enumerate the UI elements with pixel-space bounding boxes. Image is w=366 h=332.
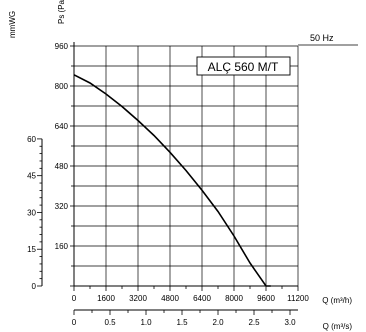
y-secondary-tick-label: 15 — [27, 245, 36, 254]
x-secondary-tick-label: 2.5 — [248, 318, 260, 327]
frequency-label: 50 Hz — [310, 33, 334, 43]
y-primary-tick-label: 800 — [55, 82, 69, 91]
y-primary-tick-label: 480 — [55, 162, 69, 171]
x-primary-tick-label: 11200 — [287, 294, 309, 303]
x-primary-tick-label: 6400 — [193, 294, 211, 303]
x-secondary-tick-label: 3.0 — [284, 318, 296, 327]
y-primary-axis-label: Ps (Pa) — [57, 0, 66, 24]
x-secondary-tick-label: 0 — [72, 318, 77, 327]
chart-title: ALÇ 560 M/T — [208, 60, 279, 74]
x-secondary-tick-label: 1.0 — [140, 318, 152, 327]
y-primary-tick-label: 320 — [55, 202, 69, 211]
x-primary-tick-label: 9600 — [257, 294, 275, 303]
y-secondary-tick-label: 0 — [32, 282, 37, 291]
y-secondary-tick-label: 45 — [27, 172, 36, 181]
title-box — [196, 56, 291, 76]
y-primary-tick-label: 160 — [55, 242, 69, 251]
x-secondary-axis-label: Q (m³/s) — [323, 322, 353, 331]
x-primary-tick-label: 3200 — [129, 294, 147, 303]
x-primary-tick-label: 8000 — [225, 294, 243, 303]
x-primary-tick-label: 4800 — [161, 294, 179, 303]
y-secondary-axis-label: mmWG — [8, 11, 17, 38]
y-primary-tick-label: 960 — [55, 42, 69, 51]
curve-layer — [73, 74, 271, 287]
x-primary-tick-label: 0 — [72, 294, 77, 303]
y-secondary-tick-label: 30 — [27, 208, 36, 217]
x-primary-axis-label: Q (m³/h) — [322, 296, 352, 305]
x-primary-tick-label: 1600 — [97, 294, 115, 303]
y-secondary-tick-label: 60 — [27, 135, 36, 144]
y-primary-tick-label: 640 — [55, 122, 69, 131]
x-secondary-tick-label: 2.0 — [212, 318, 224, 327]
x-secondary-tick-label: 0.5 — [104, 318, 116, 327]
grid-lines — [74, 45, 299, 286]
x-secondary-tick-label: 1.5 — [176, 318, 188, 327]
pressure-curve — [73, 74, 271, 287]
